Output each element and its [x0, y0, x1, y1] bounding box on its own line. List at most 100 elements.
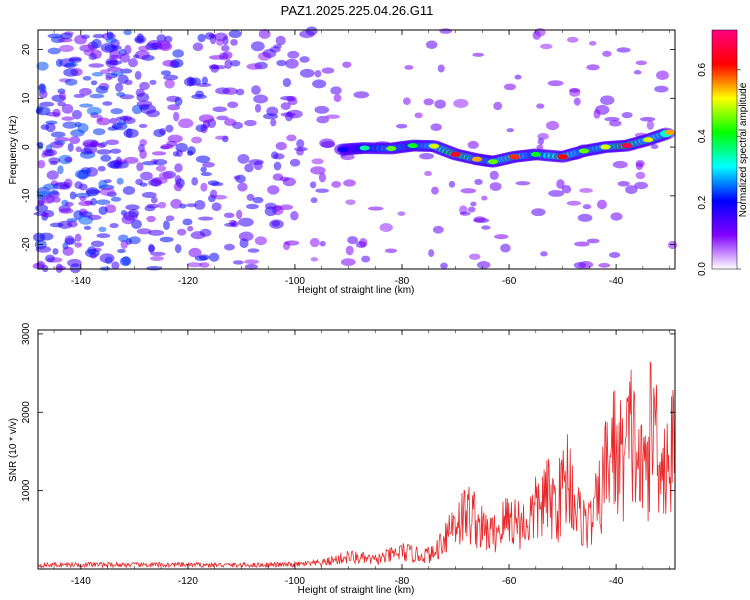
- spectrogram-blob: [200, 172, 213, 177]
- spectrogram-blob: [212, 106, 227, 113]
- spectrogram-blob: [593, 109, 601, 119]
- spectrogram-blob: [150, 256, 164, 261]
- spectrogram-blob: [586, 238, 600, 244]
- spectrogram-blob: [236, 209, 243, 220]
- spectrogram-blob: [110, 196, 122, 202]
- spectrogram-blob: [176, 228, 187, 236]
- spectrogram-blob: [536, 144, 544, 150]
- ridge-peak: [386, 146, 397, 152]
- spectrogram-blob: [321, 67, 335, 74]
- spectrogram-blob: [90, 198, 97, 206]
- spectrogram-blob: [139, 149, 147, 160]
- spectrogram-blob: [402, 97, 411, 106]
- spectrogram-blob: [74, 121, 82, 128]
- spectrogram-blob: [170, 198, 182, 209]
- spectrogram-blob: [233, 175, 241, 180]
- spectrogram-blob: [604, 116, 620, 122]
- spectrogram-blob: [310, 166, 326, 175]
- spectrogram-blob: [196, 82, 212, 88]
- spectrogram-blob: [251, 85, 261, 95]
- spectrogram-blob: [244, 263, 258, 270]
- ridge-peak: [488, 159, 498, 165]
- spectrogram-blob: [165, 124, 174, 133]
- spectrogram-blob: [419, 152, 434, 160]
- spectrogram-blob: [588, 40, 597, 46]
- spectrogram-blob: [347, 236, 359, 245]
- colorbar-tick-label: 0.0: [697, 262, 708, 276]
- spectrogram-blob: [296, 139, 305, 149]
- spectrogram-blob: [88, 63, 104, 68]
- spectrogram-blob: [52, 248, 59, 255]
- spectrogram-blob: [119, 53, 131, 63]
- ridge-peak: [429, 143, 440, 149]
- spectrogram-blob: [98, 179, 108, 189]
- spectrogram-blob: [186, 150, 194, 156]
- spectrogram-blob: [545, 120, 560, 131]
- spectrogram-blob: [105, 139, 120, 146]
- x-tick-label: -120: [178, 576, 198, 587]
- spectrogram-blob: [537, 132, 549, 140]
- spectrogram-blob: [38, 89, 48, 99]
- spectrogram-blob: [67, 220, 78, 228]
- spectrogram-blob: [428, 249, 435, 257]
- spectrogram-blob: [506, 128, 514, 133]
- spectrogram-blob: [58, 208, 74, 214]
- spectrogram-blob: [474, 178, 483, 185]
- spectrogram-blob: [343, 179, 356, 187]
- spectrogram-blob: [52, 108, 61, 118]
- ridge-peak: [407, 143, 418, 149]
- spectrogram-blob: [149, 79, 157, 85]
- spectrogram-frame: [37, 29, 676, 270]
- spectrogram-blob: [87, 214, 102, 221]
- spectrogram-blob: [667, 241, 678, 250]
- spectrogram-blob: [228, 219, 237, 226]
- spectrogram-blob: [209, 34, 217, 45]
- spectrogram-blob: [128, 236, 141, 245]
- spectrogram-blob: [187, 225, 194, 232]
- spectrogram-blob: [162, 59, 177, 67]
- spectrogram-blob: [167, 134, 183, 143]
- spectrogram-blob: [489, 170, 499, 180]
- spectrogram-blob: [91, 38, 102, 49]
- spectrogram-blob: [556, 179, 565, 189]
- spectrogram-blob: [238, 231, 254, 242]
- spectrogram-blob: [633, 70, 642, 75]
- spectrogram-blob: [105, 76, 113, 81]
- spectrogram-blob: [147, 243, 155, 254]
- spectrogram-blob: [92, 33, 105, 39]
- spectrogram-blob: [345, 245, 354, 256]
- spectrogram-blob: [110, 148, 122, 154]
- spectrogram-blob: [540, 43, 553, 50]
- y-tick-label: 10: [21, 92, 32, 104]
- spectrogram-blob: [65, 201, 74, 207]
- spectrogram-blob: [92, 128, 106, 136]
- spectrogram-blob: [574, 241, 590, 247]
- spectrogram-blob: [116, 177, 124, 185]
- spectrogram-blob: [122, 186, 136, 195]
- spectrogram-blob: [253, 94, 269, 104]
- spectrogram-blob: [35, 106, 51, 116]
- spectrogram-blob: [198, 114, 215, 123]
- spectrogram-blob: [222, 87, 238, 95]
- ridge-peak: [557, 154, 568, 160]
- ridge-peak: [643, 137, 654, 143]
- spectrogram-blob: [195, 124, 207, 132]
- spectrogram-blob: [246, 63, 263, 70]
- spectrogram-blob: [270, 151, 279, 160]
- spectrogram-blob: [213, 194, 228, 200]
- spectrogram-blob: [111, 122, 128, 131]
- spectrogram-blob: [395, 123, 408, 129]
- spectrogram-blob: [656, 70, 669, 81]
- spectrogram-blob: [250, 41, 265, 52]
- ridge-peak: [664, 129, 675, 135]
- y-tick-label: 0: [21, 144, 32, 150]
- spectrogram-blob: [262, 113, 279, 120]
- spectrogram-blob: [90, 80, 98, 86]
- spectrogram-blob: [476, 261, 491, 269]
- spectrogram-blob: [210, 189, 218, 199]
- spectrogram-blob: [146, 109, 160, 118]
- spectrogram-blob: [254, 236, 267, 246]
- spectrogram-blob: [246, 193, 255, 201]
- y-tick-label: 2000: [21, 401, 32, 424]
- spectrogram-blob: [119, 115, 129, 121]
